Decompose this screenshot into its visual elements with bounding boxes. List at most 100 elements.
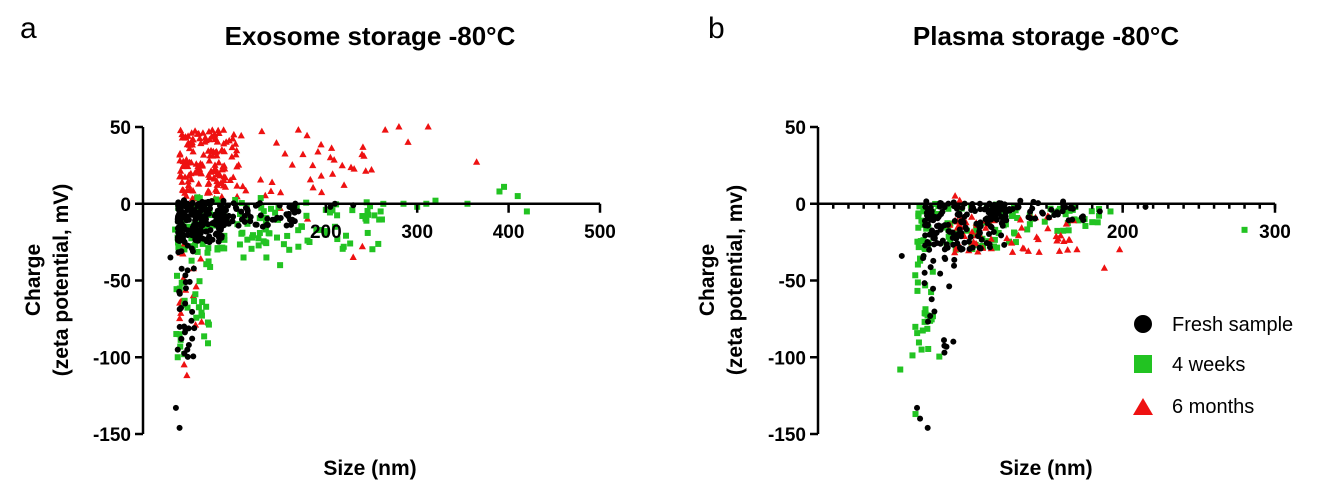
data-point-six_months xyxy=(395,123,403,130)
data-point-four_weeks xyxy=(917,255,924,262)
data-point-four_weeks xyxy=(262,239,269,246)
data-point-fresh xyxy=(975,232,982,239)
data-point-four_weeks xyxy=(255,242,262,249)
data-point-four_weeks xyxy=(916,203,923,210)
data-point-fresh xyxy=(271,216,278,223)
data-point-six_months xyxy=(219,126,228,133)
data-point-fresh xyxy=(167,254,174,261)
data-point-fresh xyxy=(943,343,950,350)
data-point-fresh xyxy=(966,245,973,252)
y-tick-label: -100 xyxy=(768,348,806,369)
y-tick-label: -50 xyxy=(104,272,131,293)
data-point-four_weeks xyxy=(1062,211,1069,218)
data-point-four_weeks xyxy=(213,196,220,203)
data-point-six_months xyxy=(1062,220,1070,227)
data-point-six_months xyxy=(197,254,205,262)
data-point-fresh xyxy=(914,404,921,411)
data-point-six_months xyxy=(956,196,964,204)
data-point-four_weeks xyxy=(915,244,922,251)
data-point-four_weeks xyxy=(1094,219,1101,226)
data-point-fresh xyxy=(1017,197,1024,204)
data-point-six_months xyxy=(201,138,209,145)
data-point-six_months xyxy=(228,143,236,151)
data-point-six_months xyxy=(197,318,206,325)
data-point-four_weeks xyxy=(331,223,338,230)
data-point-four_weeks xyxy=(240,254,247,261)
data-point-four_weeks xyxy=(369,246,376,253)
data-point-six_months xyxy=(239,182,247,190)
data-point-four_weeks xyxy=(994,244,1001,251)
data-point-six_months xyxy=(288,161,296,168)
data-point-six_months xyxy=(207,167,215,174)
data-point-fresh xyxy=(242,204,249,211)
data-point-fresh xyxy=(223,215,230,222)
data-point-four_weeks xyxy=(199,299,206,306)
data-point-fresh xyxy=(977,223,984,230)
data-point-fresh xyxy=(939,237,946,244)
data-point-six_months xyxy=(233,182,241,189)
data-point-four_weeks xyxy=(365,211,372,218)
data-point-fresh xyxy=(940,337,947,344)
data-point-four_weeks xyxy=(914,279,921,286)
data-point-four_weeks xyxy=(274,234,281,241)
x-tick-label: 300 xyxy=(1259,222,1291,243)
data-point-four_weeks xyxy=(914,330,921,337)
data-point-fresh xyxy=(225,220,232,227)
data-point-four_weeks xyxy=(1107,208,1114,215)
data-point-six_months xyxy=(1003,234,1011,242)
data-point-four_weeks xyxy=(248,245,255,252)
data-point-fresh xyxy=(177,223,184,230)
data-point-four_weeks xyxy=(343,232,350,239)
data-point-six_months xyxy=(381,126,389,133)
data-point-four_weeks xyxy=(897,366,904,373)
data-point-four_weeks xyxy=(188,257,195,264)
data-point-six_months xyxy=(176,314,184,322)
data-point-six_months xyxy=(220,139,228,147)
data-point-four_weeks xyxy=(1054,227,1061,234)
data-point-fresh xyxy=(993,216,1000,223)
data-point-fresh xyxy=(218,234,225,241)
data-point-fresh xyxy=(182,300,189,307)
data-point-four_weeks xyxy=(207,263,214,270)
data-point-six_months xyxy=(185,141,194,148)
data-point-fresh xyxy=(186,278,193,285)
data-point-four_weeks xyxy=(362,215,369,222)
data-point-fresh xyxy=(189,308,196,315)
data-point-six_months xyxy=(329,170,337,177)
data-point-six_months xyxy=(268,178,276,186)
data-point-four_weeks xyxy=(514,193,521,200)
data-point-four_weeks xyxy=(266,230,273,237)
data-point-four_weeks xyxy=(295,243,302,250)
legend-circle-marker-icon xyxy=(1134,315,1152,333)
data-point-four_weeks xyxy=(174,354,181,361)
data-point-six_months xyxy=(974,248,982,255)
data-point-six_months xyxy=(211,164,219,172)
data-point-six_months xyxy=(185,171,193,178)
data-point-six_months xyxy=(1034,235,1042,243)
data-point-fresh xyxy=(1096,208,1103,215)
data-point-four_weeks xyxy=(347,240,354,247)
data-point-four_weeks xyxy=(239,229,246,236)
data-point-six_months xyxy=(1035,248,1043,255)
data-point-six_months xyxy=(242,186,250,194)
chart-panel-b: b Plasma storage -80°C 50 0 -50 -100 -150 200… xyxy=(696,12,1291,480)
data-point-fresh xyxy=(230,213,237,220)
data-point-fresh xyxy=(176,323,183,330)
data-point-fresh xyxy=(264,221,271,228)
data-point-four_weeks xyxy=(272,209,279,216)
data-point-fresh xyxy=(182,226,189,233)
data-point-six_months xyxy=(178,178,186,185)
data-point-fresh xyxy=(988,216,995,223)
data-point-fresh xyxy=(983,239,990,246)
data-point-four_weeks xyxy=(912,323,919,330)
data-point-four_weeks xyxy=(236,241,243,248)
data-point-six_months xyxy=(272,139,281,146)
data-point-six_months xyxy=(187,158,195,166)
data-point-four_weeks xyxy=(295,227,302,234)
data-point-fresh xyxy=(287,221,294,228)
chart-panel-a: a Exosome storage -80°C 500-50-100-15020… xyxy=(20,12,616,480)
legend-item-6-months: 6 months xyxy=(1133,396,1254,418)
data-point-four_weeks xyxy=(909,352,916,359)
data-point-fresh xyxy=(920,255,927,262)
data-point-fresh xyxy=(174,216,181,223)
